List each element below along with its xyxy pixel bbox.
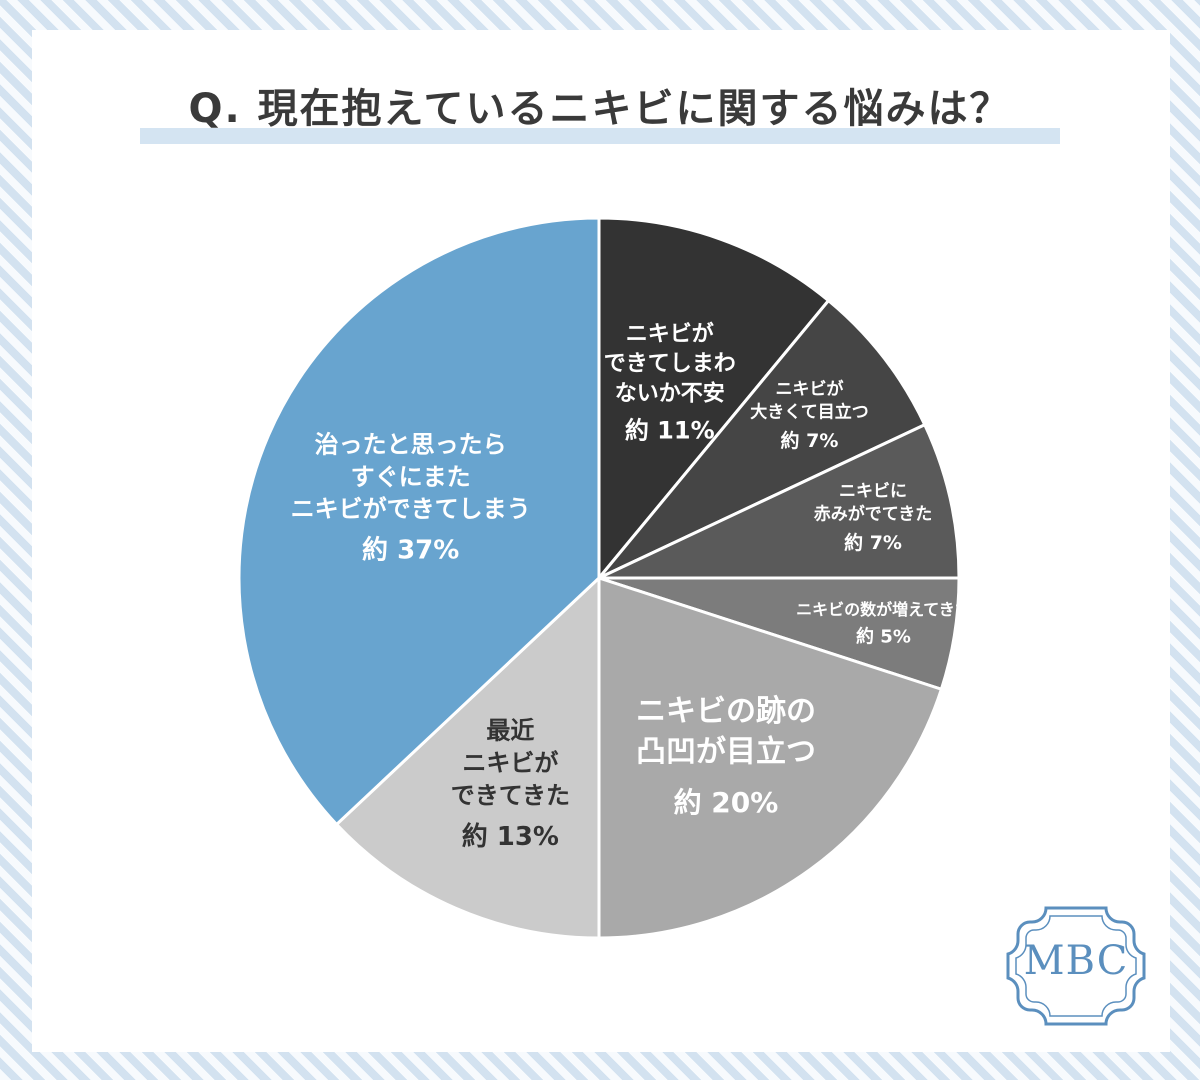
slice-value-1: 約 11% (625, 416, 715, 444)
slice-label-5-line-2: 凸凹が目立つ (636, 735, 816, 770)
chart-title-block: Q. 現在抱えているニキビに関する悩みは？ (140, 78, 1060, 148)
slice-label-4-line-1: ニキビの数が増えてきた (796, 600, 971, 619)
slice-label-7-line-3: ニキビができてしまう (291, 495, 531, 523)
slice-label-2-line-2: 大きくて目立つ (750, 401, 869, 422)
slice-value-3: 約 7% (844, 531, 902, 554)
slice-value-4: 約 5% (856, 626, 911, 648)
slice-value-7: 約 37% (362, 535, 459, 566)
pie-slice-2 (597, 299, 927, 580)
slice-value-5: 約 20% (674, 786, 779, 819)
pie-slice-5 (597, 576, 943, 940)
slice-label-3-line-2: 赤みがでてきた (814, 503, 933, 524)
pie-slice-6 (335, 576, 601, 940)
slice-label-6-line-3: できてきた (451, 782, 570, 810)
slice-label-6-line-1: 最近 (486, 717, 534, 745)
mbc-logo: MBC (1002, 900, 1150, 1032)
pie-slice-7 (237, 216, 601, 826)
chart-title: Q. 現在抱えているニキビに関する悩みは？ (188, 86, 1012, 132)
side-tick-mark (32, 548, 54, 551)
logo-text: MBC (1023, 938, 1129, 984)
slice-label-7-line-2: すぐにまた (351, 463, 471, 491)
logo-frame-icon (1006, 906, 1146, 1026)
slice-label-1-line-3: ないか不安 (615, 380, 725, 406)
slice-label-5-line-1: ニキビの跡の (636, 694, 816, 729)
slice-value-2: 約 7% (781, 429, 839, 452)
slice-label-7-line-1: 治ったと思ったら (315, 430, 507, 458)
slice-value-6: 約 13% (462, 821, 559, 852)
slice-label-2-line-1: ニキビが (775, 379, 843, 400)
slice-label-1-line-1: ニキビが (626, 321, 714, 347)
pie-slice-1 (597, 216, 830, 580)
pie-slice-3 (597, 423, 961, 580)
title-highlight (140, 128, 1060, 144)
slice-label-6-line-2: ニキビが (462, 749, 558, 777)
slice-label-1-line-2: できてしまわ (604, 352, 736, 377)
slice-label-3-line-1: ニキビに (839, 482, 907, 502)
